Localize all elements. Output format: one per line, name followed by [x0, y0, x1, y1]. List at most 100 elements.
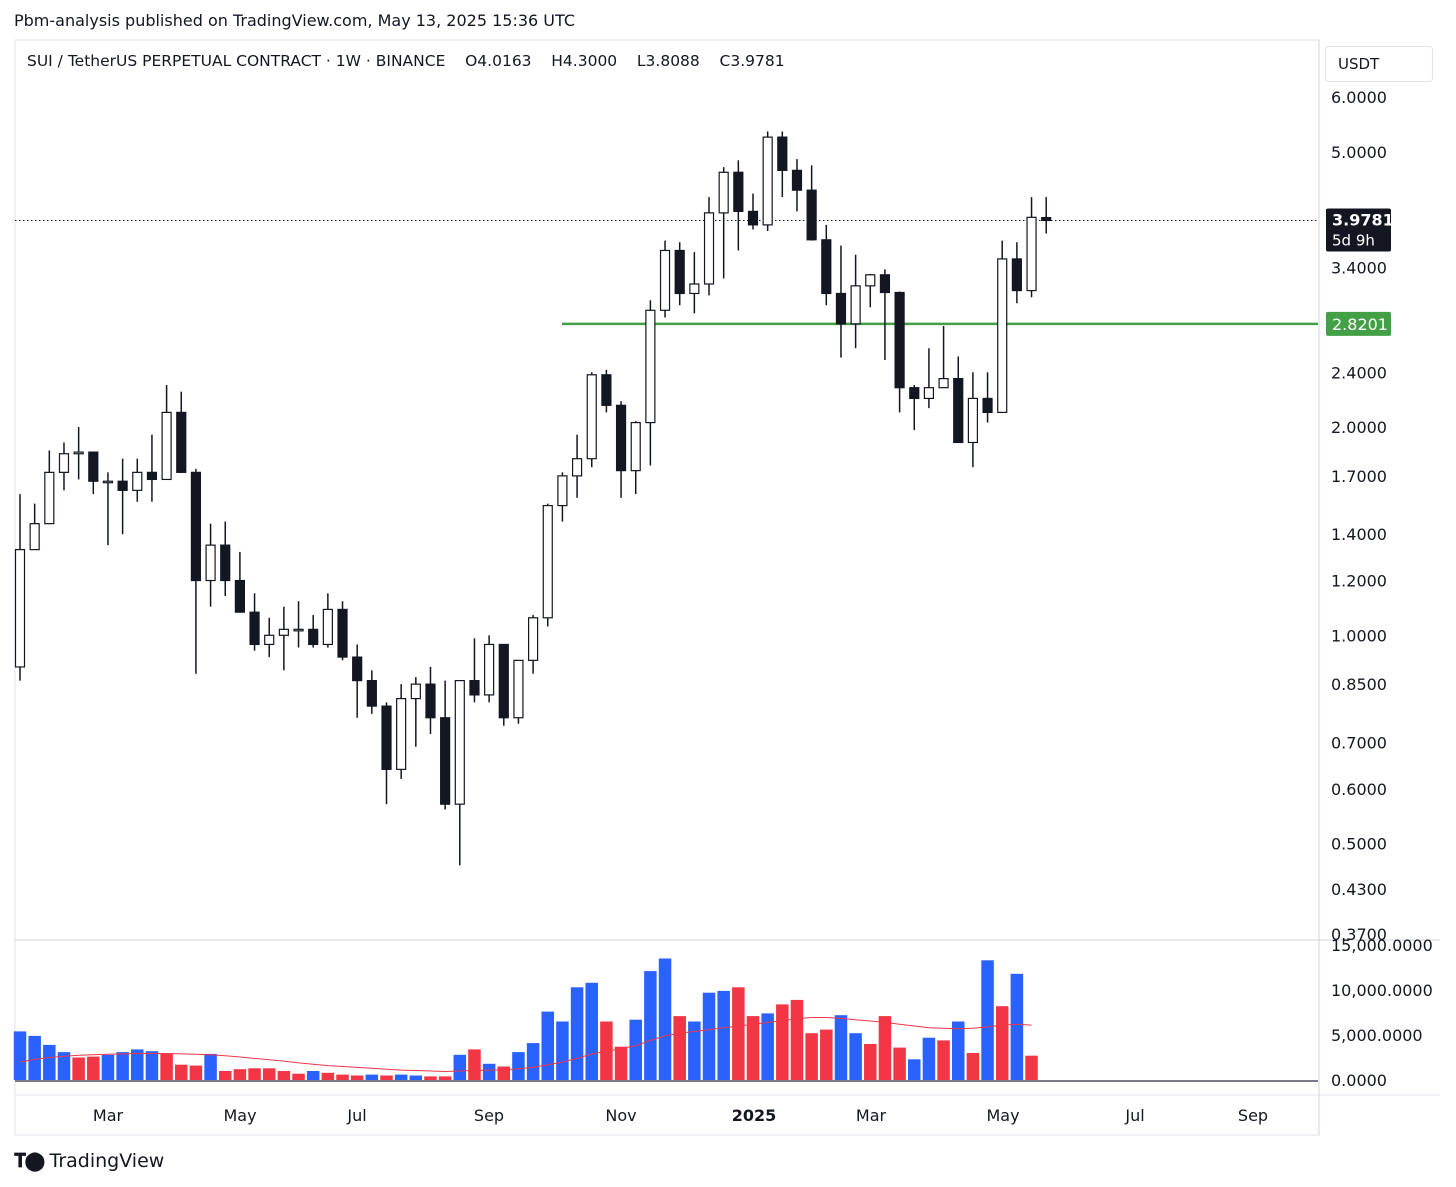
tradingview-logo[interactable]: 𝐓⬤ TradingView — [14, 1150, 164, 1172]
candle — [293, 601, 304, 648]
volume-bar — [350, 1075, 364, 1080]
time-tick-label: 2025 — [732, 1106, 777, 1125]
price-tick-label: 6.0000 — [1331, 88, 1387, 107]
candle-body — [967, 397, 979, 444]
candle-body — [630, 421, 641, 472]
candle-body — [777, 136, 788, 171]
candle — [542, 503, 553, 627]
candle-body — [513, 659, 524, 719]
volume-bar — [72, 1057, 85, 1080]
volume-bar — [1025, 1055, 1038, 1080]
candle-body — [308, 628, 319, 646]
candle — [703, 197, 715, 296]
candle-body — [542, 504, 553, 619]
candle-body — [689, 283, 700, 295]
candle-body — [29, 523, 40, 551]
time-tick-label: Jul — [1124, 1106, 1144, 1125]
candle — [909, 385, 920, 431]
candle-body — [220, 544, 231, 582]
candle — [835, 245, 847, 358]
volume-bar — [57, 1052, 71, 1080]
candle-body — [146, 471, 158, 481]
volume-bar — [878, 1016, 892, 1080]
price-tick-label: 5.0000 — [1331, 143, 1387, 162]
legend-high: H4.3000 — [551, 52, 618, 70]
volume-bar — [189, 1065, 203, 1080]
candle-body — [293, 628, 304, 632]
volume-bar — [908, 1059, 921, 1080]
time-tick-label: Sep — [474, 1106, 504, 1125]
candle — [1041, 197, 1052, 234]
time-axis[interactable]: Mar May Jul Sep Nov 2025 Mar May Jul Sep — [93, 1106, 1268, 1125]
time-tick-label: Mar — [93, 1106, 124, 1125]
volume-bar — [145, 1051, 159, 1080]
candle-body — [953, 378, 964, 444]
candle-body — [747, 210, 759, 226]
volume-bar — [717, 990, 730, 1080]
candle-body — [440, 717, 451, 805]
price-axis[interactable]: 6.0000 5.0000 3.4000 2.4000 2.0000 1.7000 1.40… — [1331, 88, 1387, 944]
current-price-countdown: 5d 9h — [1332, 231, 1375, 249]
volume-bar — [526, 1043, 540, 1080]
legend-close: C3.9781 — [719, 52, 785, 70]
candle — [176, 391, 187, 473]
candle — [1026, 197, 1037, 298]
currency-selector[interactable]: USDT — [1325, 46, 1433, 82]
volume-bar — [365, 1074, 379, 1080]
candle-body — [425, 683, 436, 719]
price-tick-label: 1.7000 — [1331, 467, 1387, 486]
volume-bar — [28, 1035, 41, 1080]
candle-body — [997, 258, 1008, 413]
candle — [322, 593, 333, 648]
volume-bar — [13, 1031, 27, 1080]
volume-bar — [732, 987, 745, 1080]
support-level-tag — [1326, 311, 1391, 336]
candle-body — [117, 480, 128, 491]
symbol-name[interactable]: SUI / TetherUS PERPETUAL CONTRACT · 1W ·… — [27, 52, 446, 70]
candle-body — [161, 411, 172, 481]
time-tick-label: Mar — [856, 1106, 887, 1125]
candle — [73, 427, 84, 480]
candle — [161, 385, 172, 481]
volume-bar — [981, 960, 994, 1080]
candle-body — [88, 451, 99, 482]
candle-body — [733, 171, 744, 212]
volume-bar — [995, 1006, 1009, 1080]
candle-body — [1011, 258, 1022, 292]
volume-tick-label: 10,000.0000 — [1331, 981, 1433, 1000]
volume-bar — [262, 1068, 276, 1080]
candle-body — [132, 471, 143, 491]
candle-body — [102, 480, 114, 484]
volume-bar — [614, 1046, 628, 1080]
volume-bar — [820, 1029, 833, 1080]
volume-bar — [277, 1071, 291, 1080]
volume-tick-label: 15,000.0000 — [1331, 936, 1433, 955]
candle-body — [396, 698, 407, 770]
current-price-tag — [1326, 208, 1391, 252]
volume-bar — [292, 1073, 305, 1080]
candle-body — [337, 608, 348, 658]
price-tick-label: 1.4000 — [1331, 525, 1387, 544]
candle — [29, 503, 40, 551]
volume-bar — [629, 1019, 642, 1080]
candle — [571, 434, 583, 498]
candle-body — [264, 634, 275, 646]
candle — [337, 601, 348, 661]
candle — [938, 325, 949, 389]
volume-bar — [790, 999, 804, 1080]
candle — [44, 450, 55, 525]
candle — [894, 291, 905, 413]
candle-body — [982, 397, 993, 413]
price-tick-label: 3.4000 — [1331, 259, 1387, 278]
published-by-text: Pbm-analysis published on TradingView.co… — [14, 11, 575, 30]
candle-body — [1026, 216, 1037, 292]
brand-name: TradingView — [49, 1150, 165, 1172]
candle — [58, 442, 70, 491]
volume-bar — [937, 1040, 950, 1080]
candle-body — [821, 239, 832, 295]
candle-body — [454, 680, 465, 805]
volume-bar — [497, 1066, 511, 1080]
volume-bar — [776, 1004, 789, 1080]
candle-body — [1041, 216, 1052, 222]
